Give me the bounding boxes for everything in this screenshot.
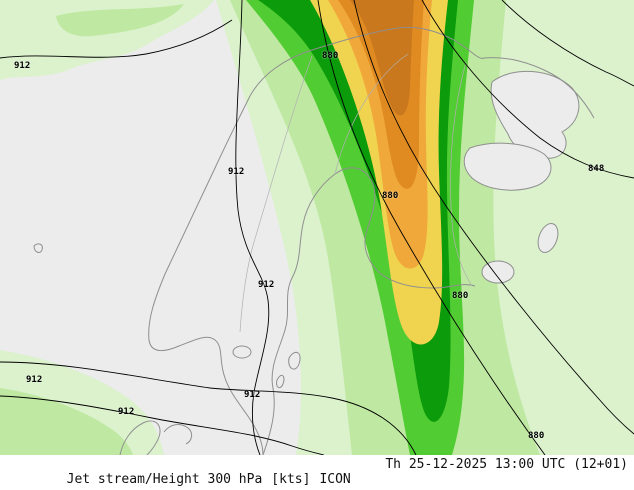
coast-gotland	[288, 351, 301, 370]
wind-speed-bands	[0, 0, 634, 455]
units-label: [kts]	[271, 472, 311, 487]
contour-848	[421, 0, 634, 179]
coast-north-norway	[249, 26, 485, 97]
coast-denmark	[119, 420, 193, 455]
coast-faroe	[33, 243, 43, 254]
kandalaksha-bay	[463, 142, 552, 191]
coastlines	[33, 26, 595, 455]
coast-west-norway-south-sweden	[148, 95, 264, 455]
contour-label-880: 880	[528, 431, 545, 441]
lake-onega	[537, 223, 559, 253]
contour-label-880: 880	[322, 51, 339, 61]
jet-stream-map	[0, 0, 634, 455]
contour-label-880: 880	[452, 291, 469, 301]
lake-ladoga	[481, 260, 515, 284]
contour-label-912: 912	[244, 390, 261, 400]
model-label: ICON	[319, 472, 351, 487]
contour-label-912: 912	[228, 167, 245, 177]
contour-label-912: 912	[26, 375, 43, 385]
contour-880-inner	[353, 0, 634, 435]
coast-oland	[276, 374, 285, 389]
coast-baltic-bothnia-finland	[262, 167, 476, 455]
height-contours	[0, 0, 634, 455]
contour-label-912: 912	[118, 407, 135, 417]
valid-time: Th 25-12-2025 13:00 UTC (12+01)	[385, 457, 628, 472]
band-80-topleft-wisp	[56, 4, 184, 37]
contour-912-main	[235, 0, 270, 455]
border-finland-russia	[450, 61, 473, 287]
contour-880-main	[317, 0, 546, 455]
band-80-bottomleft-wisp	[0, 388, 133, 455]
contour-912-south-1	[0, 361, 417, 455]
border-norway-sweden	[239, 55, 313, 333]
coast-kola	[483, 57, 595, 119]
national-borders	[239, 53, 473, 333]
map-canvas: 912 912 912 912 912 912 880 880 880 880 848	[0, 0, 634, 455]
contour-label-912: 912	[14, 61, 31, 71]
contour-848-edge	[501, 0, 634, 87]
lake-vanern	[232, 345, 252, 359]
caption-bar: Jet stream/Height 300 hPa [kts] ICON Th 25…	[0, 455, 634, 490]
contour-label-912: 912	[258, 280, 275, 290]
water-bodies	[232, 70, 580, 359]
band-180-core	[350, 0, 414, 116]
contour-912-south-2	[0, 395, 325, 455]
white-sea	[490, 70, 580, 159]
contour-label-848: 848	[588, 164, 605, 174]
contour-label-880: 880	[382, 191, 399, 201]
map-title-group: Jet stream/Height 300 hPa [kts] ICON	[4, 457, 351, 490]
border-sweden-finland	[334, 53, 409, 175]
page-title: Jet stream/Height 300 hPa	[66, 472, 263, 487]
contour-912-topleft	[0, 19, 233, 59]
caption-top-row: Jet stream/Height 300 hPa [kts] ICON Th 25…	[4, 457, 628, 490]
